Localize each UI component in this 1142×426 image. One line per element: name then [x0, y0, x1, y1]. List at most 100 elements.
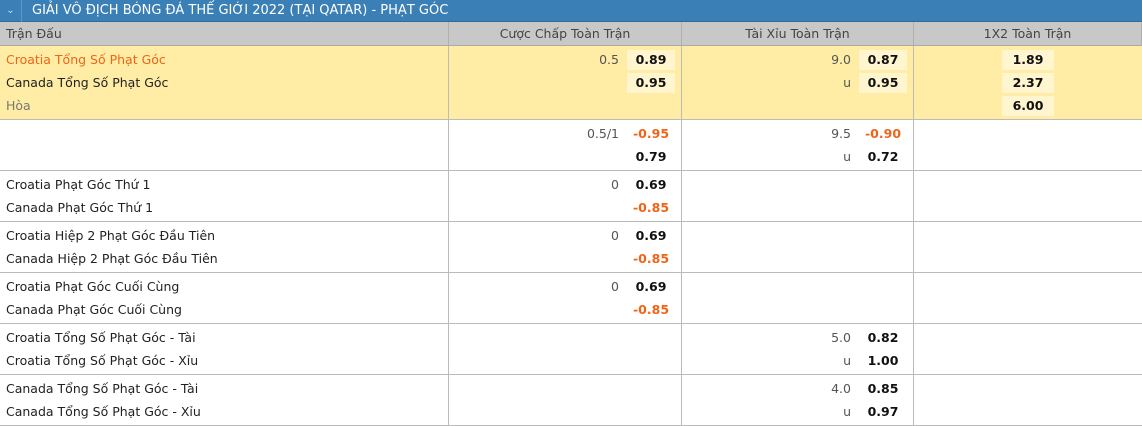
- 1x2-column: [914, 120, 1142, 170]
- handicap-row: [449, 94, 681, 117]
- over-under-column: 4.0 0.85 u 0.97: [682, 375, 914, 425]
- table-row: Canada Hiệp 2 Phạt Góc Đầu Tiên: [0, 247, 448, 270]
- 1x2-column: [914, 171, 1142, 221]
- selection-name: Croatia Phạt Góc Thứ 1: [6, 177, 151, 192]
- over-under-row: 5.0 0.82: [682, 326, 913, 349]
- over-under-line: 5.0: [831, 330, 851, 345]
- over-under-line: 9.0: [831, 52, 851, 67]
- handicap-odds-button[interactable]: 0.69: [635, 278, 667, 294]
- over-under-row: u 1.00: [682, 349, 913, 372]
- table-row: Hòa: [0, 94, 448, 117]
- over-under-row: [682, 173, 913, 196]
- handicap-row: 0 0.69: [449, 275, 681, 298]
- selection-name: Canada Tổng Số Phạt Góc - Xỉu: [6, 404, 201, 419]
- table-row: [0, 145, 448, 168]
- 1x2-row: [914, 400, 1142, 423]
- match-column: Croatia Tổng Số Phạt Góc - Tài Croatia Tổ…: [0, 324, 449, 374]
- over-under-odds-button[interactable]: 0.82: [867, 329, 899, 345]
- over-under-line: 4.0: [831, 381, 851, 396]
- handicap-odds-button[interactable]: -0.85: [632, 199, 670, 215]
- handicap-odds-button[interactable]: -0.95: [632, 125, 670, 141]
- over-under-row: u 0.97: [682, 400, 913, 423]
- handicap-line: 0.5: [599, 52, 619, 67]
- selection-name: Croatia Phạt Góc Cuối Cùng: [6, 279, 180, 294]
- table-row: [0, 122, 448, 145]
- handicap-odds-button[interactable]: 0.95: [627, 72, 675, 93]
- market-group: Croatia Phạt Góc Cuối Cùng Canada Phạt Gó…: [0, 273, 1142, 324]
- handicap-line: 0: [611, 279, 619, 294]
- handicap-odds-button[interactable]: 0.69: [635, 227, 667, 243]
- over-under-line: u: [843, 404, 851, 419]
- 1x2-row: [914, 349, 1142, 372]
- odds-table: Croatia Tổng Số Phạt Góc Canada Tổng Số P…: [0, 46, 1142, 426]
- table-row: Canada Tổng Số Phạt Góc - Tài: [0, 377, 448, 400]
- handicap-column: 0.5 0.89 0.95: [449, 46, 682, 119]
- handicap-odds-button[interactable]: 0.69: [635, 176, 667, 192]
- handicap-column: 0.5/1 -0.95 0.79: [449, 120, 682, 170]
- 1x2-row: [914, 247, 1142, 270]
- 1x2-column: [914, 375, 1142, 425]
- 1x2-row: [914, 196, 1142, 219]
- over-under-row: [682, 247, 913, 270]
- handicap-row: 0 0.69: [449, 173, 681, 196]
- over-under-column: 9.0 0.87 u 0.95: [682, 46, 914, 119]
- over-under-row: [682, 298, 913, 321]
- over-under-odds-button[interactable]: -0.90: [864, 125, 902, 141]
- handicap-column: 0 0.69 -0.85: [449, 273, 682, 323]
- over-under-column: 5.0 0.82 u 1.00: [682, 324, 914, 374]
- handicap-row: 0.5/1 -0.95: [449, 122, 681, 145]
- match-column: Canada Tổng Số Phạt Góc - Tài Canada Tổng…: [0, 375, 449, 425]
- table-row: Croatia Tổng Số Phạt Góc - Xỉu: [0, 349, 448, 372]
- 1x2-row: 1.89: [914, 48, 1142, 71]
- table-row: Croatia Tổng Số Phạt Góc - Tài: [0, 326, 448, 349]
- 1x2-odds-button[interactable]: 2.37: [1002, 72, 1054, 93]
- over-under-row: u 0.95: [682, 71, 913, 94]
- 1x2-row: [914, 145, 1142, 168]
- handicap-odds-button[interactable]: 0.89: [627, 49, 675, 70]
- 1x2-row: [914, 326, 1142, 349]
- over-under-odds-button[interactable]: 0.97: [867, 403, 899, 419]
- over-under-row: [682, 196, 913, 219]
- handicap-row: -0.85: [449, 298, 681, 321]
- 1x2-odds-button[interactable]: 1.89: [1002, 49, 1054, 70]
- over-under-odds-button[interactable]: 1.00: [867, 352, 899, 368]
- over-under-column: [682, 273, 914, 323]
- over-under-row: [682, 224, 913, 247]
- handicap-column: [449, 324, 682, 374]
- table-row: Croatia Phạt Góc Cuối Cùng: [0, 275, 448, 298]
- chevron-down-icon[interactable]: ⌄: [0, 0, 22, 22]
- 1x2-row: 2.37: [914, 71, 1142, 94]
- over-under-odds-button[interactable]: 0.87: [859, 49, 907, 70]
- over-under-row: [682, 275, 913, 298]
- table-row: Croatia Tổng Số Phạt Góc: [0, 48, 448, 71]
- selection-name: Croatia Tổng Số Phạt Góc - Xỉu: [6, 353, 199, 368]
- 1x2-row: [914, 275, 1142, 298]
- handicap-odds-button[interactable]: -0.85: [632, 250, 670, 266]
- 1x2-row: [914, 173, 1142, 196]
- over-under-line: 9.5: [831, 126, 851, 141]
- handicap-odds-button[interactable]: -0.85: [632, 301, 670, 317]
- column-headers: Trận Đấu Cược Chấp Toàn Trận Tài Xỉu Toà…: [0, 22, 1142, 46]
- 1x2-row: [914, 122, 1142, 145]
- 1x2-row: 6.00: [914, 94, 1142, 117]
- selection-name: Croatia Tổng Số Phạt Góc: [6, 52, 166, 67]
- 1x2-column: 1.89 2.37 6.00: [914, 46, 1142, 119]
- handicap-column: 0 0.69 -0.85: [449, 222, 682, 272]
- match-column: Croatia Phạt Góc Cuối Cùng Canada Phạt Gó…: [0, 273, 449, 323]
- 1x2-odds-button[interactable]: 6.00: [1002, 95, 1054, 116]
- handicap-row: [449, 349, 681, 372]
- market-group: Croatia Hiệp 2 Phạt Góc Đầu Tiên Canada H…: [0, 222, 1142, 273]
- handicap-odds-button[interactable]: 0.79: [635, 148, 667, 164]
- handicap-row: [449, 400, 681, 423]
- over-under-odds-button[interactable]: 0.95: [859, 72, 907, 93]
- market-group: 0.5/1 -0.95 0.79 9.5 -0.90 u 0.72: [0, 120, 1142, 171]
- over-under-row: 9.0 0.87: [682, 48, 913, 71]
- column-header-over-under: Tài Xỉu Toàn Trận: [682, 22, 914, 45]
- selection-name: Hòa: [6, 98, 31, 113]
- over-under-odds-button[interactable]: 0.85: [867, 380, 899, 396]
- handicap-line: 0: [611, 228, 619, 243]
- over-under-odds-button[interactable]: 0.72: [867, 148, 899, 164]
- table-row: Canada Phạt Góc Cuối Cùng: [0, 298, 448, 321]
- 1x2-column: [914, 273, 1142, 323]
- 1x2-row: [914, 298, 1142, 321]
